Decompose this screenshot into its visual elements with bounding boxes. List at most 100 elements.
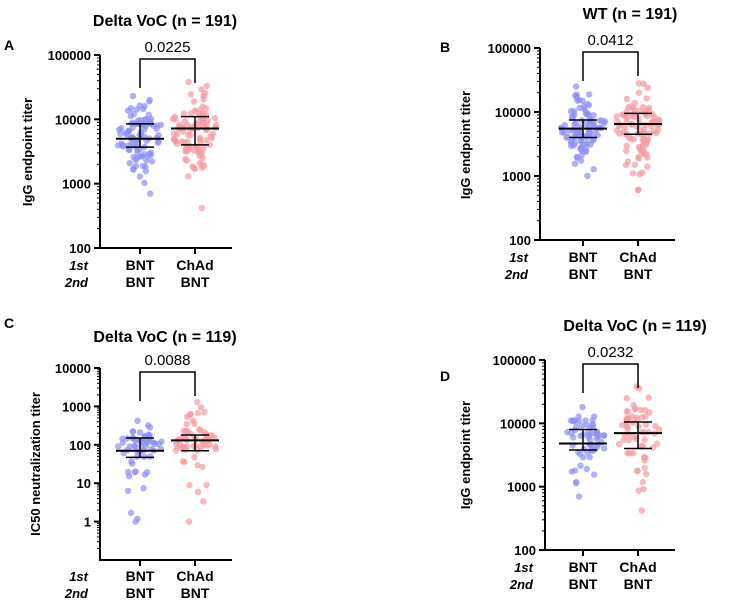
data-point xyxy=(572,119,580,127)
data-point xyxy=(155,138,162,145)
data-point xyxy=(131,468,139,476)
data-point xyxy=(581,141,589,148)
data-point xyxy=(648,110,656,118)
data-point xyxy=(623,395,630,402)
data-point xyxy=(185,173,192,180)
y-tick-label: 100 xyxy=(69,438,91,453)
y-axis-label: IgG endpoint titer xyxy=(20,98,35,206)
data-point xyxy=(134,149,141,156)
data-point xyxy=(184,138,191,145)
data-point xyxy=(146,190,154,197)
data-point xyxy=(191,420,198,428)
row-label: 1st xyxy=(69,258,88,273)
data-point xyxy=(127,105,135,112)
data-point xyxy=(141,102,148,110)
data-point xyxy=(631,161,639,168)
data-point xyxy=(585,110,592,118)
y-tick-label: 1000 xyxy=(502,169,531,184)
data-point xyxy=(635,487,642,494)
row-label: 2nd xyxy=(504,267,529,282)
data-point xyxy=(572,83,580,90)
data-point xyxy=(652,422,659,430)
data-point xyxy=(640,485,647,493)
data-point xyxy=(196,159,204,167)
data-point xyxy=(586,454,594,461)
row-label: 2nd xyxy=(64,586,89,601)
data-point xyxy=(639,150,646,158)
data-point xyxy=(641,436,648,443)
data-point xyxy=(638,507,645,514)
row-label: 1st xyxy=(509,250,528,265)
data-point xyxy=(630,105,638,113)
data-point xyxy=(577,137,584,145)
data-point xyxy=(573,91,581,98)
data-point xyxy=(212,445,220,453)
y-tick-label: 10000 xyxy=(55,112,91,127)
panel-label: B xyxy=(440,39,450,55)
data-point xyxy=(129,92,137,100)
data-point xyxy=(133,453,141,460)
panel-label: D xyxy=(440,368,450,384)
significance-bracket xyxy=(582,363,639,393)
category-label: BNT xyxy=(126,568,155,584)
data-point xyxy=(635,89,643,96)
data-point xyxy=(128,458,135,465)
data-point xyxy=(630,449,637,457)
panel-d: D Delta VoC (n = 119) IgG endpoint titer 10… xyxy=(440,318,707,592)
data-point xyxy=(206,141,213,149)
data-point xyxy=(207,133,214,140)
data-point xyxy=(181,117,189,125)
category-label: BNT xyxy=(624,266,653,282)
category-label: BNT xyxy=(569,576,598,592)
data-point xyxy=(119,435,126,442)
data-point xyxy=(196,152,203,159)
data-point xyxy=(640,80,647,88)
data-point xyxy=(586,436,594,444)
data-point xyxy=(584,172,591,180)
data-point xyxy=(642,413,649,420)
data-point xyxy=(575,493,583,500)
data-point xyxy=(635,80,642,87)
data-point xyxy=(130,165,137,172)
panel-label: C xyxy=(4,315,14,331)
data-point xyxy=(624,114,631,121)
data-point xyxy=(133,155,140,162)
y-tick-label: 100000 xyxy=(48,48,91,63)
data-point xyxy=(157,121,165,129)
row-label: 1st xyxy=(514,560,533,575)
category-label: BNT xyxy=(569,266,598,282)
data-point xyxy=(580,103,588,110)
data-point xyxy=(142,116,149,123)
data-point xyxy=(590,165,597,173)
data-point xyxy=(623,95,631,103)
y-axis-label: IgG endpoint titer xyxy=(458,91,473,199)
data-point xyxy=(194,409,202,417)
panel-a: A Delta VoC (n = 191) IgG endpoint titer 10… xyxy=(4,13,237,290)
data-point xyxy=(623,407,630,415)
category-label: BNT xyxy=(126,274,155,290)
data-point xyxy=(201,408,208,416)
data-point xyxy=(623,147,630,155)
data-point xyxy=(199,463,206,471)
data-point xyxy=(127,112,135,120)
data-point xyxy=(190,164,198,172)
data-point xyxy=(193,398,201,406)
data-point xyxy=(200,92,207,100)
data-point xyxy=(122,129,129,137)
data-point xyxy=(212,121,220,129)
data-point xyxy=(148,438,155,446)
chart-title: Delta VoC (n = 191) xyxy=(93,13,237,30)
data-point xyxy=(615,440,623,448)
data-point xyxy=(119,142,126,149)
data-point xyxy=(180,110,188,117)
data-point xyxy=(596,117,604,124)
p-value-label: 0.0412 xyxy=(588,32,634,49)
data-point xyxy=(147,453,154,460)
data-point xyxy=(132,443,139,450)
data-point xyxy=(148,158,156,165)
data-point xyxy=(635,107,643,115)
category-label: BNT xyxy=(569,559,598,575)
data-point xyxy=(644,154,651,161)
data-point xyxy=(129,428,136,435)
